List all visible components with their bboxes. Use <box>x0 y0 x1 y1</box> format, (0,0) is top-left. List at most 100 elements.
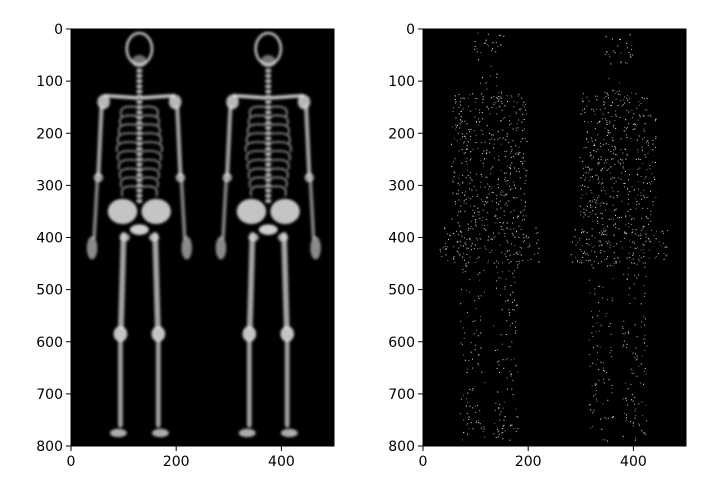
noise-dot <box>637 119 639 121</box>
rib <box>247 167 267 179</box>
noise-dot <box>496 349 498 351</box>
noise-dot <box>602 378 604 380</box>
noise-dot <box>605 143 607 145</box>
noise-dot <box>480 129 482 131</box>
noise-dot <box>655 162 656 163</box>
noise-dot <box>641 401 643 403</box>
noise-dot <box>639 104 640 106</box>
noise-dot <box>606 51 608 52</box>
bone-blob <box>152 428 169 438</box>
noise-dot <box>506 193 508 195</box>
noise-dot <box>622 328 624 329</box>
noise-dot <box>526 170 528 172</box>
noise-dot <box>629 55 631 57</box>
noise-dot <box>538 247 540 249</box>
noise-dot <box>623 274 625 275</box>
noise-dot <box>515 113 517 114</box>
noise-dot <box>631 117 633 119</box>
noise-dot <box>466 145 468 147</box>
noise-dot <box>512 128 514 130</box>
noise-dot <box>643 252 645 254</box>
noise-dot <box>572 261 574 263</box>
noise-dot <box>524 183 526 184</box>
ytick-label: 700 <box>388 387 415 403</box>
noise-dot <box>606 92 608 94</box>
noise-dot <box>596 108 597 110</box>
noise-dot <box>591 108 592 110</box>
noise-dot <box>638 101 640 103</box>
ytick-label: 500 <box>36 283 63 299</box>
noise-dot <box>591 158 593 160</box>
noise-dot <box>603 144 605 146</box>
noise-dot <box>470 110 472 112</box>
noise-dot <box>457 193 459 195</box>
bone-blob <box>136 120 143 125</box>
noise-dot <box>463 432 465 433</box>
noise-dot <box>609 120 611 122</box>
noise-dot <box>586 166 588 168</box>
noise-dot <box>509 314 510 316</box>
noise-dot <box>597 161 599 163</box>
ytick-label: 800 <box>388 439 415 455</box>
noise-dot <box>465 191 467 193</box>
noise-dot <box>599 310 601 312</box>
noise-dot <box>511 148 513 150</box>
noise-dot <box>624 186 625 188</box>
noise-dot <box>621 200 623 202</box>
noise-dot <box>458 247 460 249</box>
noise-dot <box>614 120 616 121</box>
noise-dot <box>629 303 631 304</box>
noise-dot <box>469 388 471 390</box>
noise-dot <box>456 230 458 232</box>
noise-dot <box>485 40 487 42</box>
bone-blob <box>136 141 143 146</box>
bone-blob <box>242 326 257 342</box>
bone-blob <box>141 198 171 225</box>
noise-dot <box>526 237 528 239</box>
noise-dot <box>597 197 599 199</box>
noise-dot <box>597 286 599 288</box>
noise-dot <box>452 192 454 194</box>
noise-dot <box>663 232 664 234</box>
noise-dot <box>506 205 508 207</box>
ytick-label: 400 <box>36 231 63 247</box>
noise-dot <box>462 136 464 138</box>
noise-dot <box>466 424 468 426</box>
noise-dot <box>613 182 615 184</box>
noise-dot <box>604 127 606 129</box>
noise-dot <box>491 238 492 240</box>
rib <box>141 123 161 135</box>
noise-dot <box>643 383 645 385</box>
noise-dot <box>589 259 591 261</box>
noise-dot <box>604 259 606 261</box>
noise-dot <box>632 231 633 233</box>
noise-dot <box>623 183 625 184</box>
noise-dot <box>590 206 592 208</box>
noise-dot <box>601 167 603 169</box>
noise-dot <box>609 322 611 324</box>
noise-dot <box>647 152 649 154</box>
noise-dot <box>503 172 505 174</box>
noise-dot <box>535 227 537 229</box>
noise-dot <box>625 158 627 160</box>
noise-dot <box>484 158 485 160</box>
noise-dot <box>628 52 630 53</box>
noise-dot <box>582 93 584 95</box>
noise-dot <box>644 368 646 370</box>
noise-dot <box>596 255 597 257</box>
noise-dot <box>592 220 594 222</box>
noise-dot <box>584 251 585 253</box>
noise-dot <box>476 196 478 197</box>
bone-blob <box>136 115 143 120</box>
noise-dot <box>631 232 633 234</box>
noise-dot <box>619 38 620 40</box>
noise-dot <box>635 93 637 95</box>
noise-dot <box>469 239 471 241</box>
noise-dot <box>631 186 633 188</box>
noise-dot <box>479 186 481 188</box>
noise-dot <box>643 130 645 132</box>
noise-dot <box>507 165 509 167</box>
noise-dot <box>460 116 462 118</box>
noise-dot <box>522 104 524 106</box>
noise-dot <box>460 205 462 207</box>
